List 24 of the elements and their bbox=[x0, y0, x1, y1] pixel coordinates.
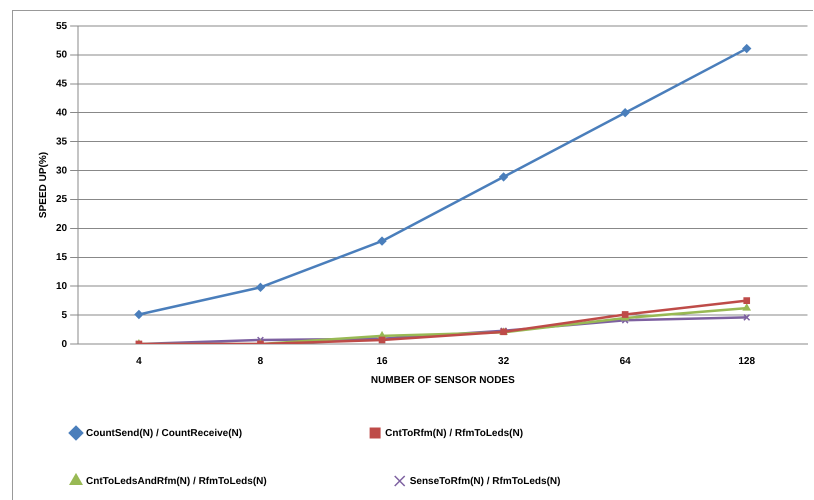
y-tick-label: 45 bbox=[56, 78, 68, 90]
y-axis-title: SPEED UP(%) bbox=[38, 152, 49, 218]
y-tick-label: 20 bbox=[56, 223, 68, 234]
legend-label: CountSend(N) / CountReceive(N) bbox=[86, 428, 332, 439]
x-tick-label: 64 bbox=[620, 356, 632, 367]
legend-label: CntToRfm(N) / RfmToLeds(N) bbox=[385, 428, 614, 439]
x-tick-label: 16 bbox=[376, 356, 388, 367]
y-tick-label: 30 bbox=[56, 165, 68, 176]
y-tick-label: 25 bbox=[56, 194, 68, 206]
y-tick-label: 0 bbox=[62, 338, 68, 350]
x-tick-label: 8 bbox=[258, 356, 264, 367]
y-tick-label: 55 bbox=[56, 20, 68, 32]
y-tick-label: 40 bbox=[56, 107, 68, 118]
legend-label: CntToLedsAndRfm(N) / RfmToLeds(N) bbox=[86, 476, 357, 487]
y-tick-label: 35 bbox=[56, 136, 68, 148]
x-axis-title: NUMBER OF SENSOR NODES bbox=[370, 374, 516, 386]
y-tick-label: 5 bbox=[62, 310, 68, 321]
legend-label: SenseToRfm(N) / RfmToLeds(N) bbox=[410, 476, 650, 487]
y-tick-label: 50 bbox=[56, 50, 68, 61]
x-tick-label: 32 bbox=[498, 356, 510, 367]
x-tick-label: 128 bbox=[738, 356, 756, 367]
y-tick-label: 10 bbox=[56, 280, 68, 292]
y-tick-label: 15 bbox=[56, 252, 68, 264]
x-tick-label: 4 bbox=[136, 356, 142, 367]
